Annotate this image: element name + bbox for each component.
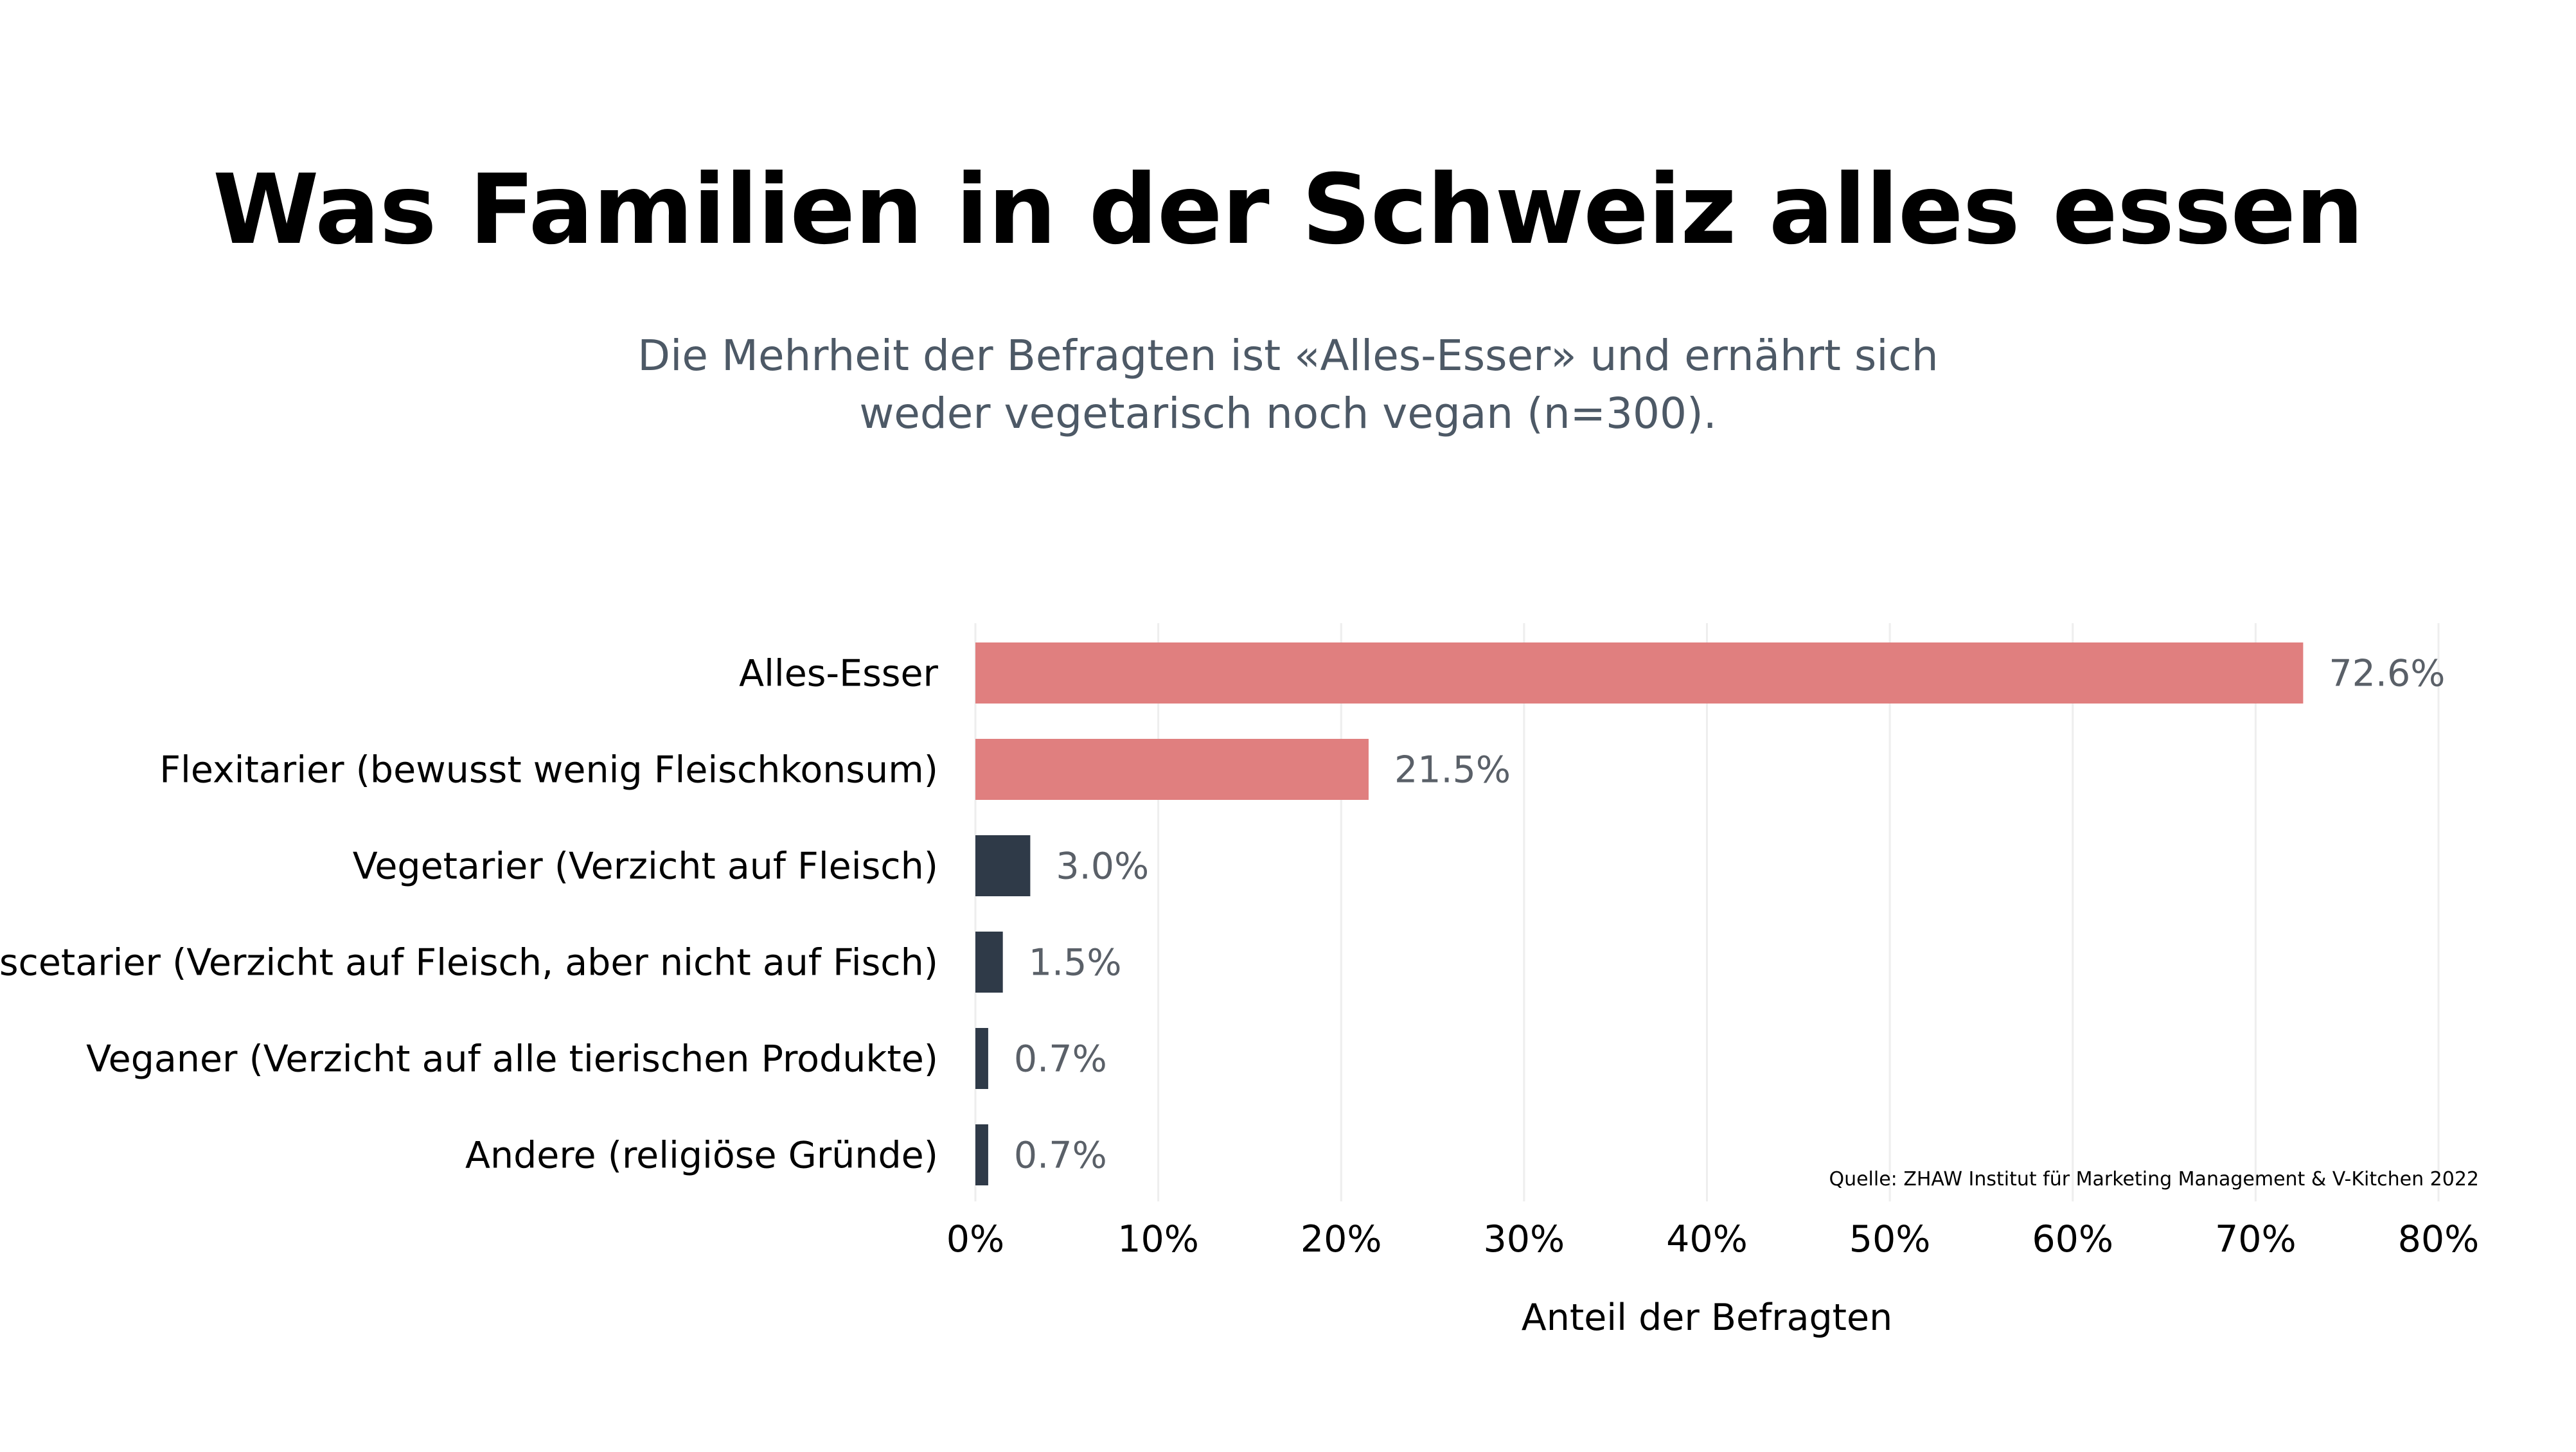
category-label: Alles-Esser — [739, 653, 938, 695]
x-tick-label: 60% — [2032, 1218, 2113, 1261]
bar — [975, 1124, 988, 1185]
value-label: 21.5% — [1394, 749, 1511, 792]
chart-subtitle-line-1: Die Mehrheit der Befragten ist «Alles-Es… — [637, 331, 1939, 380]
grid-lines — [974, 623, 2440, 1201]
bar — [975, 739, 1369, 800]
x-axis-ticks: 0% 10% 20% 30% 40% 50% 60% 70% 80% — [946, 1218, 2480, 1261]
x-tick-label: 80% — [2398, 1218, 2480, 1261]
value-label: 3.0% — [1056, 846, 1149, 888]
bar — [975, 835, 1031, 896]
chart-title: Was Familien in der Schweiz alles essen — [213, 154, 2364, 266]
x-tick-label: 40% — [1666, 1218, 1748, 1261]
x-tick-label: 70% — [2215, 1218, 2296, 1261]
category-labels: Alles-Esser Flexitarier (bewusst wenig Fl… — [0, 653, 939, 1177]
x-tick-label: 0% — [946, 1218, 1004, 1261]
bar — [975, 1028, 988, 1089]
x-tick-label: 20% — [1301, 1218, 1382, 1261]
x-axis-title: Anteil der Befragten — [1522, 1297, 1892, 1339]
category-label: Veganer (Verzicht auf alle tierischen Pr… — [86, 1038, 938, 1081]
x-tick-label: 10% — [1117, 1218, 1199, 1261]
category-label: Vegetarier (Verzicht auf Fleisch) — [353, 846, 938, 888]
source-note: Quelle: ZHAW Institut für Marketing Mana… — [1829, 1168, 2479, 1191]
value-labels: 72.6% 21.5% 3.0% 1.5% 0.7% 0.7% — [1014, 653, 2446, 1177]
value-label: 72.6% — [2329, 653, 2445, 695]
bars — [975, 642, 2304, 1185]
category-label: Pescetarier (Verzicht auf Fleisch, aber … — [0, 942, 938, 984]
bar — [975, 642, 2304, 704]
x-tick-label: 50% — [1849, 1218, 1931, 1261]
category-label: Andere (religiöse Gründe) — [465, 1135, 938, 1177]
x-tick-label: 30% — [1484, 1218, 1565, 1261]
value-label: 0.7% — [1014, 1038, 1107, 1081]
value-label: 0.7% — [1014, 1135, 1107, 1177]
value-label: 1.5% — [1029, 942, 1122, 984]
bar — [975, 932, 1003, 993]
chart-subtitle-line-2: weder vegetarisch noch vegan (n=300). — [859, 389, 1717, 438]
category-label: Flexitarier (bewusst wenig Fleischkonsum… — [159, 749, 938, 792]
